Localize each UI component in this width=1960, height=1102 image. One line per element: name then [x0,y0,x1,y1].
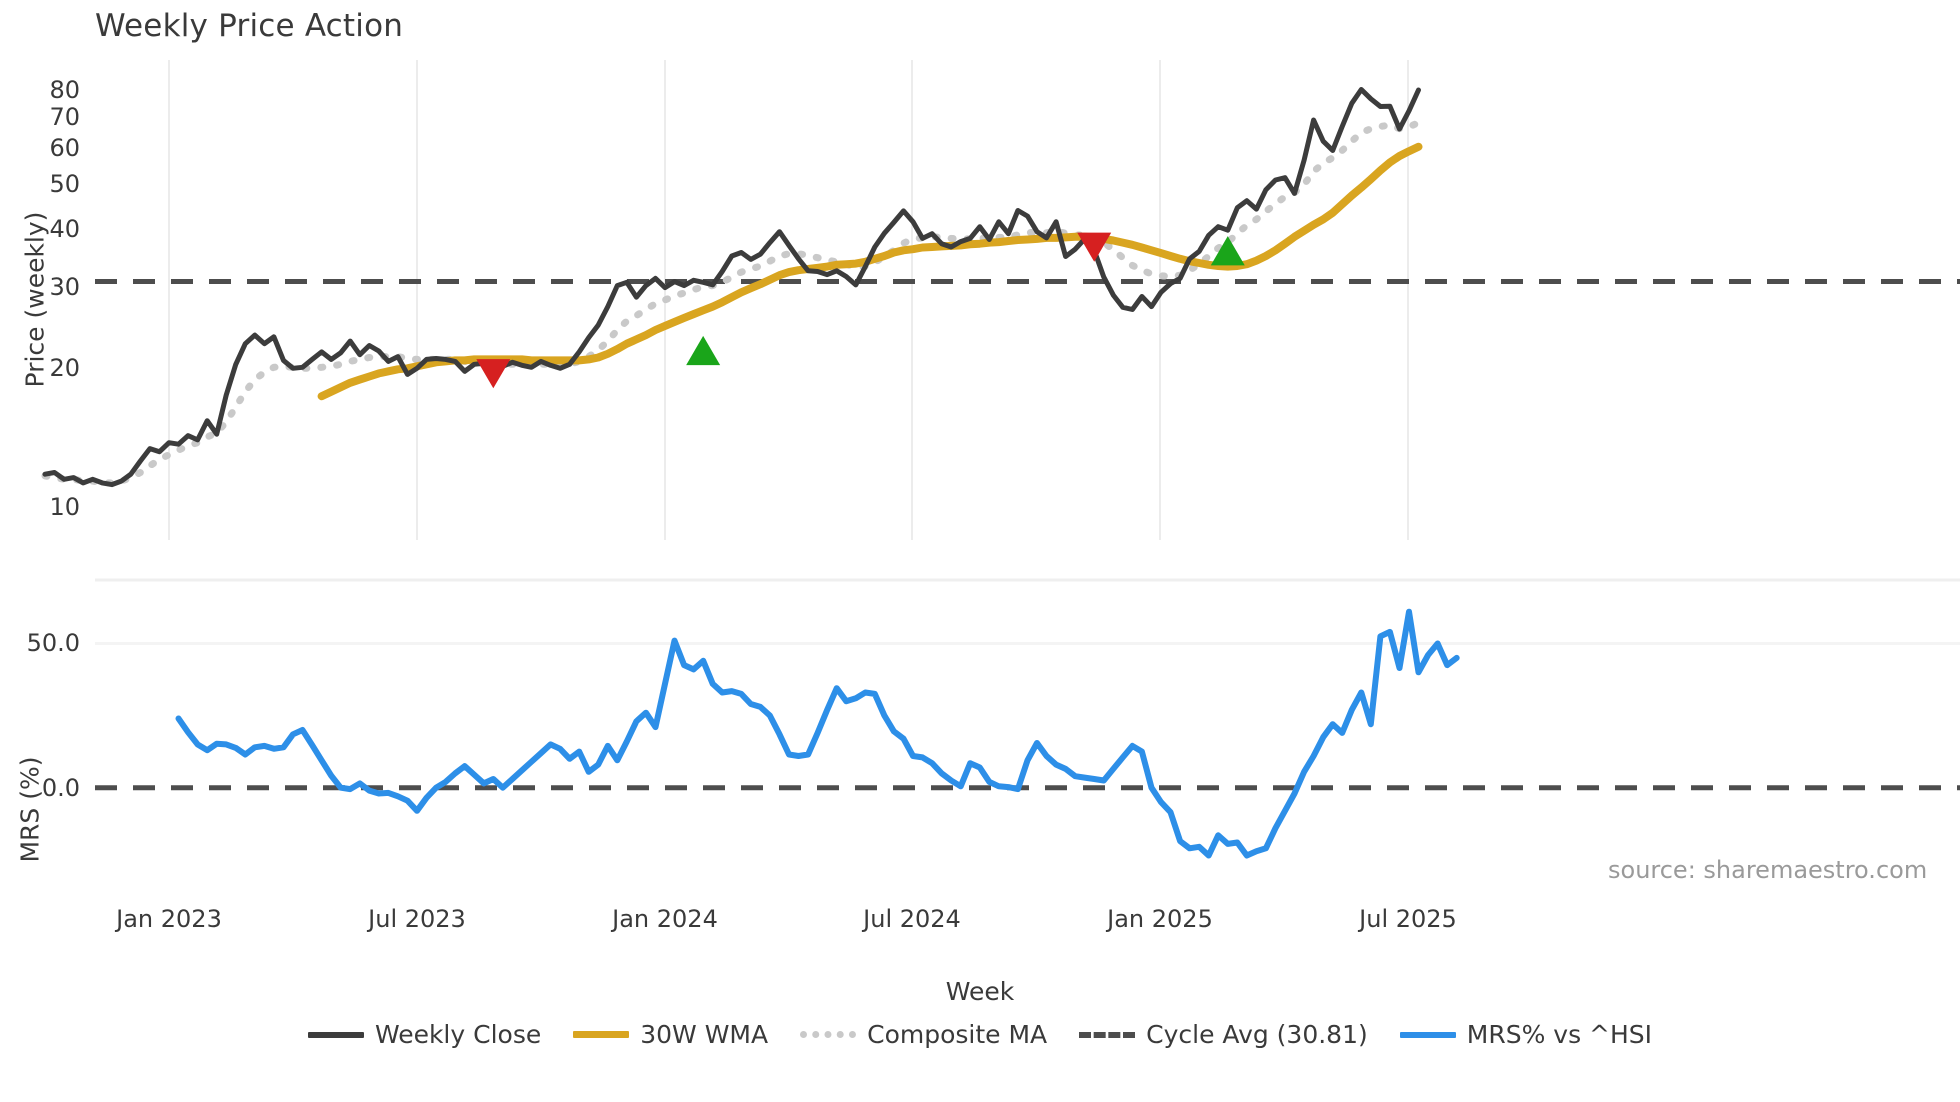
signal-marker-sell-2 [1077,232,1112,262]
line-swatch-dark [307,1031,364,1038]
line-swatch-gold [573,1031,630,1038]
mrs-ytick-0.0: 0.0 [41,773,80,802]
price-ytick-50: 50 [49,170,80,199]
legend-item-cycle-avg-30-81[interactable]: Cycle Avg (30.81) [1079,1020,1368,1049]
x-axis-label: Week [945,977,1015,1006]
mrs-ytick-50.0: 50.0 [26,629,80,658]
line-swatch-dashed [1079,1031,1136,1038]
page-title: Weekly Price Action [95,8,404,44]
price-ytick-70: 70 [49,102,80,131]
xtick-jul-2023: Jul 2023 [368,905,466,933]
signal-markers [476,232,1245,389]
xtick-jul-2025: Jul 2025 [1359,905,1457,933]
xtick-jan-2025: Jan 2025 [1107,905,1213,933]
xtick-jul-2024: Jul 2024 [863,905,961,933]
legend-label: 30W WMA [640,1020,769,1049]
price-ytick-80: 80 [49,76,80,105]
price-ytick-40: 40 [49,215,80,244]
signal-marker-buy-3 [1210,236,1245,266]
chart-legend: Weekly Close 30W WMA Composite MA Cycle Avg… [0,1020,1960,1049]
legend-label: Composite MA [867,1020,1048,1049]
mrs-panel-series [95,608,1960,859]
wma-30w-line [317,142,1423,401]
legend-label: Weekly Close [374,1020,542,1049]
price-ytick-60: 60 [49,133,80,162]
xtick-jan-2023: Jan 2023 [116,905,222,933]
price-panel-series [41,87,1960,488]
legend-item-30w-wma[interactable]: 30W WMA [573,1020,768,1049]
price-ytick-30: 30 [49,272,80,301]
source-watermark: source: sharemaestro.com [1608,856,1928,884]
weekly-close-line [42,87,1421,488]
signal-marker-buy-1 [686,335,721,366]
xtick-jan-2024: Jan 2024 [612,905,718,933]
signal-marker-sell-0 [476,359,511,389]
legend-label: MRS% vs ^HSI [1466,1020,1653,1049]
line-swatch-dotted [800,1031,857,1038]
mrs-axis-label: MRS (%) [15,756,45,863]
mrs-line [175,608,1460,859]
legend-item-composite-ma[interactable]: Composite MA [800,1020,1047,1049]
composite-ma-line [41,119,1422,487]
line-swatch-blue [1399,1031,1456,1038]
price-ytick-10: 10 [49,493,80,522]
price-ytick-20: 20 [49,354,80,383]
legend-label: Cycle Avg (30.81) [1146,1020,1368,1049]
grid-lines [95,60,1960,645]
legend-item-weekly-close[interactable]: Weekly Close [307,1020,542,1049]
legend-item-mrs-vs-hsi[interactable]: MRS% vs ^HSI [1399,1020,1653,1049]
